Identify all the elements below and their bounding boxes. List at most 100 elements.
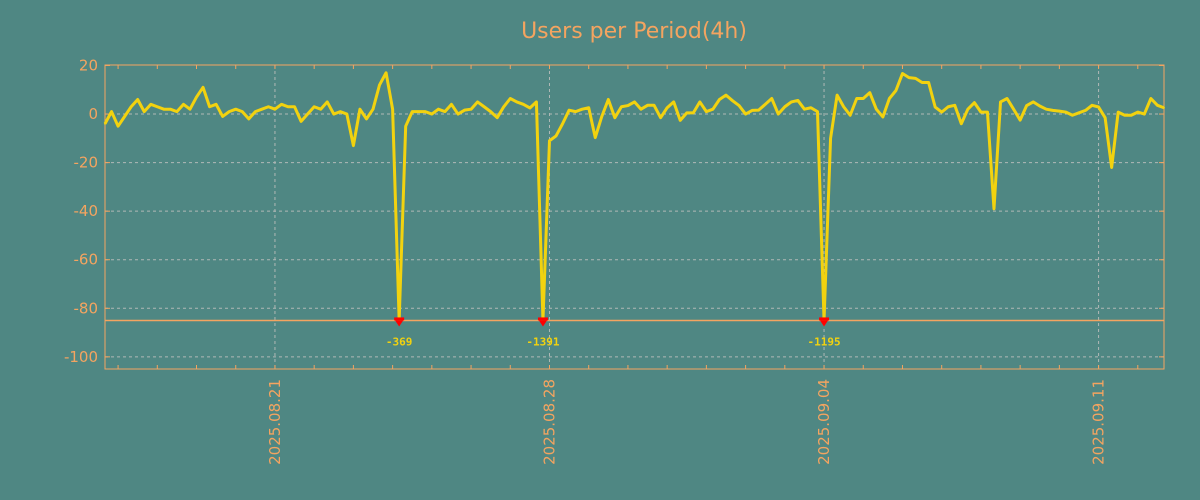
data-point — [195, 96, 198, 99]
data-point — [921, 81, 924, 84]
data-point — [260, 108, 263, 111]
data-point — [731, 99, 734, 102]
data-point — [1084, 109, 1087, 112]
data-point — [162, 108, 165, 111]
data-point — [927, 81, 930, 84]
data-point — [777, 113, 780, 116]
data-point — [306, 113, 309, 116]
data-point — [698, 100, 701, 103]
data-point — [1019, 119, 1022, 122]
clip-value-label: -1195 — [807, 335, 840, 348]
data-point — [934, 106, 937, 109]
data-point — [653, 104, 656, 107]
data-point — [502, 105, 505, 108]
x-tick-label: 2025.08.28 — [540, 379, 558, 465]
data-point — [483, 105, 486, 108]
data-point — [456, 113, 459, 116]
data-point — [842, 105, 845, 108]
data-point — [496, 116, 499, 119]
data-point — [313, 105, 316, 108]
data-point — [581, 108, 584, 111]
clip-marker-bar — [537, 317, 548, 321]
series — [103, 71, 1165, 322]
data-point — [744, 113, 747, 116]
clip-marker-arrow-icon — [538, 320, 547, 327]
data-point — [149, 103, 152, 106]
data-point — [875, 108, 878, 111]
data-point — [221, 115, 224, 118]
data-point — [1123, 114, 1126, 117]
data-point — [908, 76, 911, 79]
data-point — [1032, 100, 1035, 103]
data-point — [666, 106, 669, 109]
data-point — [829, 137, 832, 140]
clip-markers: -369 -1391 -1195 — [386, 317, 841, 348]
tick-labels: 20 0 -20 -40 -60 -80 -100 2025.08.21 2025.08.28 2… — [64, 56, 1108, 464]
data-point — [1110, 166, 1113, 169]
data-point — [136, 98, 139, 101]
clip-marker-bar — [394, 317, 405, 321]
data-point — [1104, 116, 1107, 119]
data-point — [626, 104, 629, 107]
data-point — [443, 110, 446, 113]
data-point — [182, 103, 185, 106]
y-tick-label: -60 — [74, 251, 99, 269]
data-point — [979, 111, 982, 114]
data-point — [613, 116, 616, 119]
x-tick-label: 2025.08.21 — [266, 379, 284, 465]
data-point — [437, 108, 440, 111]
y-tick-label: -40 — [74, 202, 99, 220]
data-point — [378, 83, 381, 86]
data-point — [685, 111, 688, 114]
data-point — [711, 108, 714, 111]
data-point — [600, 115, 603, 118]
data-point — [1071, 114, 1074, 117]
data-point — [535, 100, 538, 103]
data-point — [1051, 109, 1054, 112]
data-point — [509, 97, 512, 100]
data-point — [202, 86, 205, 89]
data-point — [855, 97, 858, 100]
data-point — [1136, 111, 1139, 114]
data-point — [849, 114, 852, 117]
data-point — [718, 98, 721, 101]
data-point — [751, 109, 754, 112]
data-point — [999, 100, 1002, 103]
data-point — [757, 109, 760, 112]
data-point — [175, 110, 178, 113]
data-point — [646, 104, 649, 107]
data-point — [803, 108, 806, 111]
data-point — [594, 136, 597, 139]
data-point — [476, 100, 479, 103]
data-point — [809, 106, 812, 109]
data-point — [816, 110, 819, 113]
data-point — [659, 116, 662, 119]
data-point — [417, 110, 420, 113]
data-point — [528, 106, 531, 109]
data-point — [940, 111, 943, 114]
data-point — [587, 106, 590, 109]
clip-marker-bar — [819, 317, 830, 321]
data-point — [888, 97, 891, 100]
y-tick-label: -80 — [74, 299, 99, 317]
data-point — [953, 104, 956, 107]
data-point — [1006, 97, 1009, 100]
data-point — [254, 110, 257, 113]
data-point — [640, 108, 643, 111]
axes — [104, 64, 1165, 370]
data-point — [796, 99, 799, 102]
data-point — [300, 120, 303, 123]
data-point — [1117, 111, 1120, 114]
data-point — [345, 113, 348, 116]
data-point — [966, 108, 969, 111]
data-point — [705, 110, 708, 113]
data-point — [555, 134, 558, 137]
data-point — [228, 110, 231, 113]
data-point — [1156, 104, 1159, 107]
data-point — [607, 98, 610, 101]
data-point — [574, 110, 577, 113]
data-point — [104, 122, 106, 125]
data-point — [450, 103, 453, 106]
data-point — [1149, 97, 1152, 100]
